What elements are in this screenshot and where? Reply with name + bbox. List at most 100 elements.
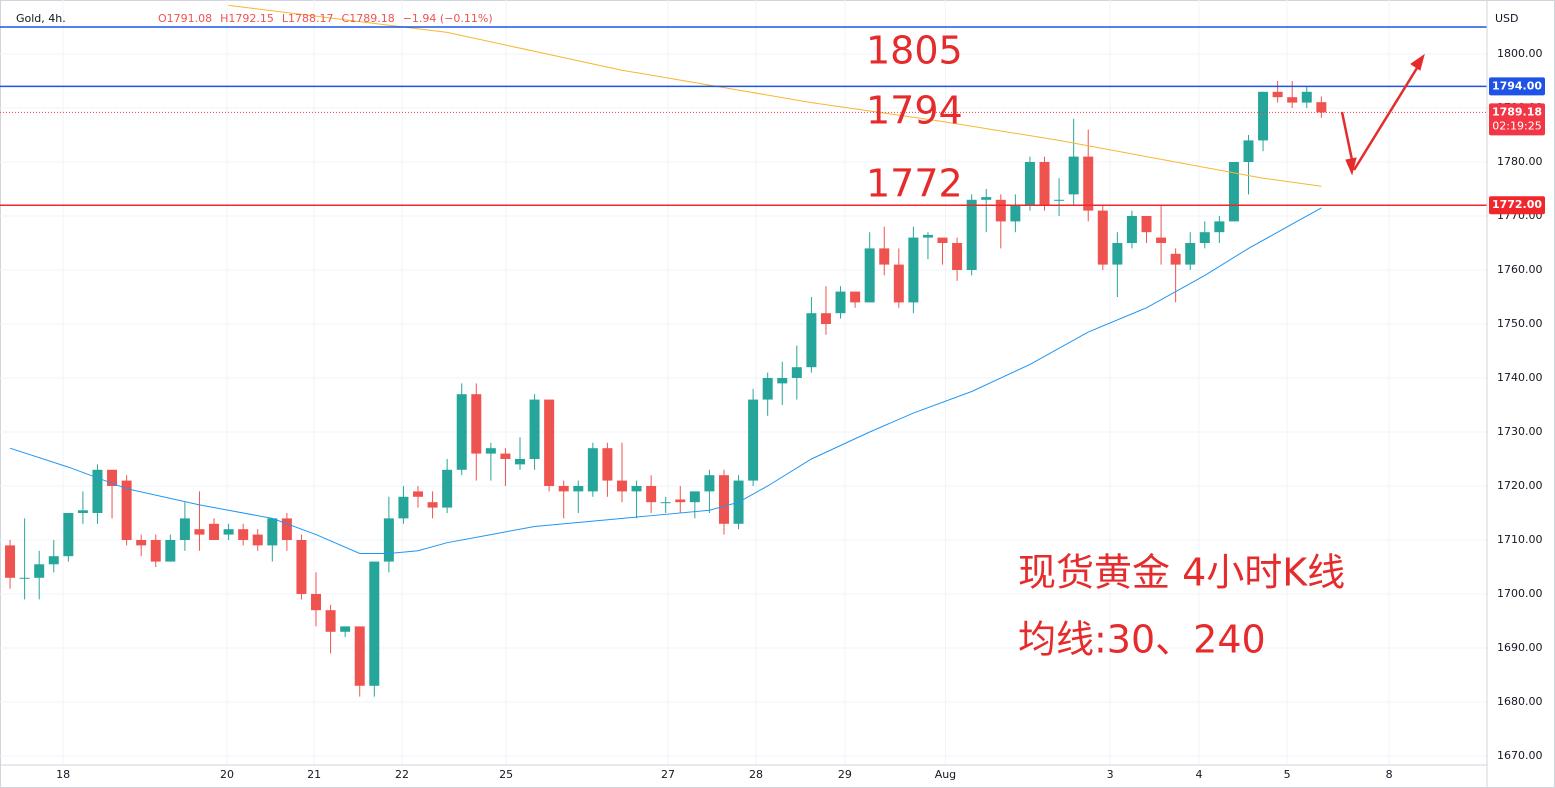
- x-tick-label: 28: [749, 768, 763, 781]
- candle-body: [514, 458, 525, 465]
- candle-body: [1156, 237, 1167, 243]
- candle-body: [1287, 97, 1298, 103]
- candle-body: [777, 377, 788, 384]
- candle-body: [48, 556, 59, 565]
- candle-body: [121, 480, 132, 540]
- last-price-bg: [1489, 103, 1545, 136]
- candle-body: [544, 399, 555, 486]
- x-tick-label: Aug: [935, 768, 956, 781]
- candle-body: [529, 399, 540, 459]
- candle-body: [1316, 102, 1327, 113]
- y-tick-label: 1700.00: [1497, 587, 1543, 600]
- candle-body: [646, 485, 657, 503]
- candle-body: [413, 491, 424, 497]
- axis: 1670.00 1680.00 1690.00 1700.00 1710.00 1720.…: [56, 47, 1545, 781]
- y-tick-label: 1780.00: [1497, 155, 1543, 168]
- candle-body: [325, 610, 336, 632]
- price-label-bg: [1489, 77, 1545, 96]
- price-label-bg: [1489, 196, 1545, 215]
- annotation: 1772: [866, 162, 963, 206]
- candle-body: [1024, 161, 1035, 206]
- candle-body: [19, 577, 30, 579]
- candle-body: [995, 199, 1006, 222]
- annotation: 1805: [866, 29, 963, 73]
- y-tick-label: 1740.00: [1497, 371, 1543, 384]
- candle-body: [485, 448, 496, 454]
- symbol: Gold, 4h.: [16, 12, 66, 25]
- candle-body: [791, 367, 802, 378]
- price-label: 1772.00: [1492, 198, 1542, 211]
- candle-body: [1228, 161, 1239, 222]
- moving-average: [9, 207, 1322, 554]
- candle-body: [456, 394, 467, 470]
- grid: [0, 0, 1487, 765]
- x-tick-label: 4: [1195, 768, 1202, 781]
- candle-body: [573, 485, 584, 492]
- arrow-up: [1352, 67, 1419, 171]
- arrow-head: [1345, 157, 1357, 176]
- candle-body: [1258, 91, 1269, 141]
- candle-body: [631, 485, 642, 492]
- ohlc-legend: O1791.08 H1792.15 L1788.17 C1789.18 −1.94 (−…: [158, 12, 493, 25]
- candle-body: [194, 529, 205, 535]
- candle-body: [718, 475, 729, 524]
- candle-body: [966, 199, 977, 270]
- candle-body: [1112, 242, 1123, 265]
- candle-body: [820, 313, 831, 324]
- candle-body: [311, 593, 322, 611]
- candle-body: [427, 502, 438, 508]
- candle-body: [1068, 156, 1079, 195]
- x-tick-label: 29: [838, 768, 852, 781]
- candle-body: [1301, 91, 1312, 103]
- plot: [0, 4, 1487, 697]
- candle-body: [77, 510, 88, 513]
- x-tick-label: 27: [661, 768, 675, 781]
- arrows: [1340, 53, 1425, 176]
- currency: USD: [1495, 12, 1519, 25]
- candle-body: [252, 534, 263, 546]
- candle-body: [864, 248, 875, 303]
- candle-body: [922, 234, 933, 238]
- candle-body: [689, 491, 700, 503]
- candle-body: [893, 264, 904, 303]
- candle-body: [675, 499, 686, 503]
- candle-body: [952, 242, 963, 270]
- arrow-down: [1340, 111, 1354, 161]
- x-tick-label: 8: [1386, 768, 1393, 781]
- ohlc-value: H1792.15: [220, 12, 274, 25]
- x-tick-label: 3: [1107, 768, 1114, 781]
- candle-body: [1039, 161, 1050, 206]
- candle-body: [616, 480, 627, 492]
- candle-body: [1010, 205, 1021, 222]
- candle-body: [748, 399, 759, 481]
- x-tick-label: 22: [395, 768, 409, 781]
- x-tick-label: 5: [1284, 768, 1291, 781]
- x-tick-label: 21: [307, 768, 321, 781]
- y-tick-label: 1710.00: [1497, 533, 1543, 546]
- candle-body: [602, 448, 613, 481]
- price-label: 1794.00: [1492, 79, 1542, 92]
- candle-body: [150, 539, 161, 562]
- candle-body: [1083, 156, 1094, 211]
- candle-body: [92, 469, 103, 513]
- candle-body: [1185, 242, 1196, 265]
- candle-body: [1214, 221, 1225, 233]
- candle-body: [937, 237, 948, 243]
- candle-body: [806, 313, 817, 368]
- candle-body: [660, 502, 671, 504]
- candle-body: [762, 377, 773, 400]
- candle-body: [1243, 140, 1254, 162]
- candle-body: [223, 529, 234, 535]
- y-tick-label: 1720.00: [1497, 479, 1543, 492]
- ohlc-value: −1.94 (−0.11%): [403, 12, 493, 25]
- ohlc-value: L1788.17: [282, 12, 334, 25]
- y-tick-label: 1750.00: [1497, 317, 1543, 330]
- candle-body: [136, 539, 147, 546]
- candle-body: [63, 512, 74, 557]
- ohlc-value: C1789.18: [342, 12, 395, 25]
- candle-body: [1054, 199, 1065, 201]
- ohlc-value: O1791.08: [158, 12, 212, 25]
- candle-body: [281, 518, 292, 540]
- candle-body: [238, 529, 249, 540]
